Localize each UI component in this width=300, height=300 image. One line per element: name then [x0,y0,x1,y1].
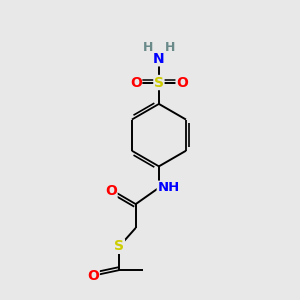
Text: H: H [142,41,153,54]
Text: H: H [165,41,175,54]
Text: S: S [154,76,164,89]
Text: NH: NH [157,181,180,194]
Text: O: O [105,184,117,198]
Text: O: O [176,76,188,89]
Text: O: O [87,269,99,283]
Text: O: O [130,76,142,89]
Text: N: N [153,52,165,66]
Text: S: S [114,239,124,253]
